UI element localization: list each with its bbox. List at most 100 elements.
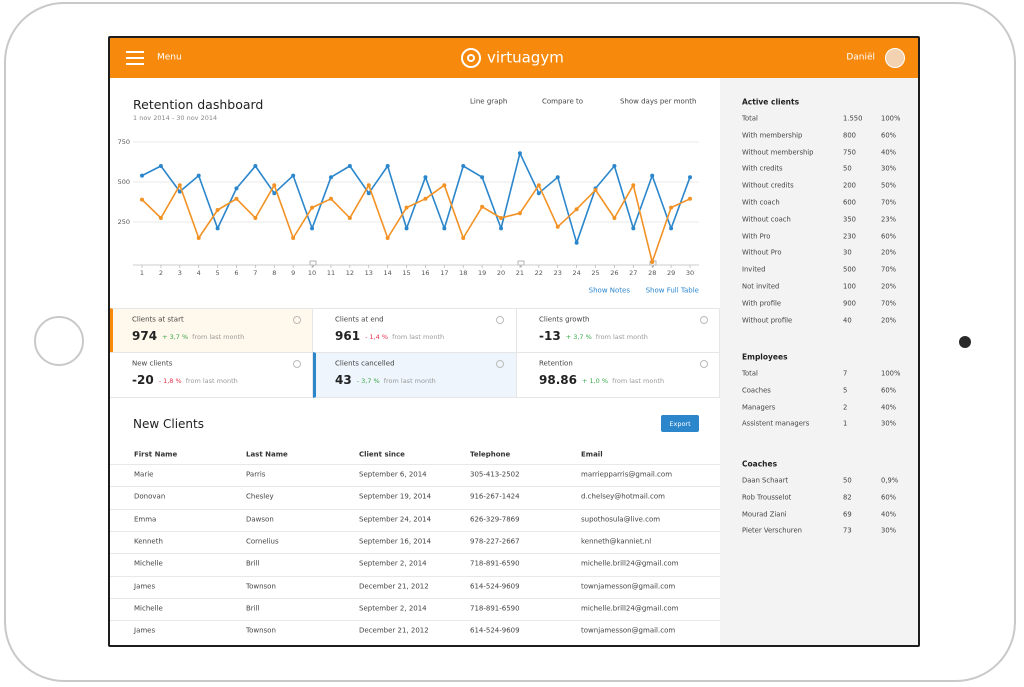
sidebar-count: 5	[843, 386, 848, 395]
sidebar-label: Coaches	[742, 386, 771, 395]
sidebar-percent: 30%	[881, 526, 897, 535]
sidebar-count: 200	[843, 181, 856, 190]
data-point	[215, 208, 220, 212]
dropdown[interactable]: Compare to	[542, 97, 584, 106]
data-point	[404, 205, 409, 210]
note-markers[interactable]	[309, 260, 657, 268]
sidebar-label: Without membership	[742, 148, 814, 157]
table-cell: December 21, 2012	[359, 582, 429, 590]
sidebar-label: Total	[742, 369, 758, 378]
export-button[interactable]	[661, 415, 699, 432]
sidebar-label: Rob Trousselot	[742, 493, 792, 502]
sidebar-count: 100	[843, 282, 856, 291]
info-icon[interactable]	[496, 360, 504, 368]
table-title: New Clients	[133, 417, 204, 431]
x-tick-label: 7	[253, 269, 257, 277]
table-cell: September 24, 2014	[359, 515, 432, 524]
link[interactable]: Show Notes	[588, 286, 630, 295]
sidebar-percent: 30%	[881, 419, 897, 428]
sidebar-label: Assistent managers	[742, 419, 810, 428]
sidebar-percent: 40%	[881, 403, 897, 412]
series-line	[141, 152, 691, 244]
date-range[interactable]: 1 nov 2014 - 30 nov 2014	[133, 113, 218, 122]
sidebar-count: 500	[843, 265, 856, 274]
info-icon[interactable]	[700, 360, 708, 368]
sidebar-percent: 60%	[881, 493, 897, 502]
home-button[interactable]	[34, 316, 84, 366]
sidebar-percent: 100%	[881, 114, 901, 123]
table-cell: marriepparris@gmail.com	[581, 470, 673, 479]
table-cell: James	[134, 582, 156, 590]
sidebar-label: Invited	[742, 265, 766, 274]
dropdown[interactable]: Show days per month	[620, 97, 697, 106]
dropdown[interactable]: Line graph	[470, 97, 508, 106]
y-tick-label: 500	[118, 178, 130, 186]
data-point	[612, 164, 617, 168]
x-tick-label: 26	[610, 269, 618, 277]
data-point	[423, 196, 428, 201]
export-label[interactable]: Export	[669, 419, 691, 428]
table-cell: 718-891-6590	[470, 559, 520, 568]
data-point	[536, 183, 541, 188]
sidebar-label: With credits	[742, 164, 783, 173]
menu-label[interactable]: Menu	[157, 52, 182, 63]
table-cell: 978-227-2667	[470, 537, 520, 546]
x-tick-label: 2	[159, 269, 163, 277]
data-point	[366, 183, 371, 188]
x-tick-label: 22	[535, 269, 543, 277]
info-icon[interactable]	[496, 316, 504, 324]
stat-change: + 3,7 %	[162, 332, 189, 341]
table-cell: September 2, 2014	[359, 559, 427, 568]
data-point	[423, 175, 428, 180]
brand: virtuagym	[487, 48, 564, 67]
y-tick-label: 250	[118, 218, 130, 226]
data-point	[272, 191, 277, 196]
data-point	[272, 183, 277, 188]
data-point	[499, 216, 504, 220]
menu-icon[interactable]	[126, 51, 144, 53]
info-icon[interactable]	[293, 316, 301, 324]
data-point	[442, 226, 447, 231]
user-name[interactable]: Daniël	[846, 52, 875, 63]
sidebar-count: 30	[843, 248, 852, 257]
data-point	[177, 189, 182, 194]
sidebar	[720, 78, 918, 645]
info-icon[interactable]	[293, 360, 301, 368]
x-tick-label: 20	[497, 269, 505, 277]
info-icon[interactable]	[700, 316, 708, 324]
sidebar-percent: 40%	[881, 510, 897, 519]
table-cell: 916-267-1424	[470, 492, 520, 501]
stat-value: 961	[335, 329, 361, 343]
data-point	[650, 173, 655, 178]
logo-dot	[467, 54, 475, 62]
column-header: Telephone	[470, 450, 511, 459]
table-cell: September 6, 2014	[359, 470, 427, 479]
table-cell: Dawson	[246, 515, 274, 524]
sidebar-percent: 70%	[881, 265, 897, 274]
column-header: Client since	[359, 450, 405, 459]
sidebar-count: 73	[843, 526, 852, 535]
link[interactable]: Show Full Table	[645, 286, 699, 295]
row-divider	[110, 597, 720, 599]
data-point	[499, 226, 504, 231]
table-cell: 614-524-9609	[470, 626, 520, 635]
sidebar-title: Active clients	[742, 97, 800, 107]
row-divider	[110, 620, 720, 622]
data-point	[517, 151, 522, 156]
stat-value: 98.86	[539, 373, 577, 387]
sidebar-percent: 20%	[881, 316, 897, 325]
avatar[interactable]	[885, 48, 905, 68]
x-tick-label: 30	[686, 269, 694, 277]
table-cell: September 19, 2014	[359, 492, 432, 501]
data-point	[291, 173, 296, 178]
sidebar-count: 1	[843, 419, 848, 428]
sidebar-count: 50	[843, 476, 852, 485]
table-cell: Donovan	[134, 492, 166, 501]
table-cell: September 16, 2014	[359, 537, 432, 546]
data-point	[461, 164, 466, 168]
data-point	[177, 183, 182, 188]
series-line	[141, 184, 691, 263]
x-tick-label: 16	[421, 269, 429, 277]
data-point	[328, 175, 333, 180]
data-point	[366, 191, 371, 196]
